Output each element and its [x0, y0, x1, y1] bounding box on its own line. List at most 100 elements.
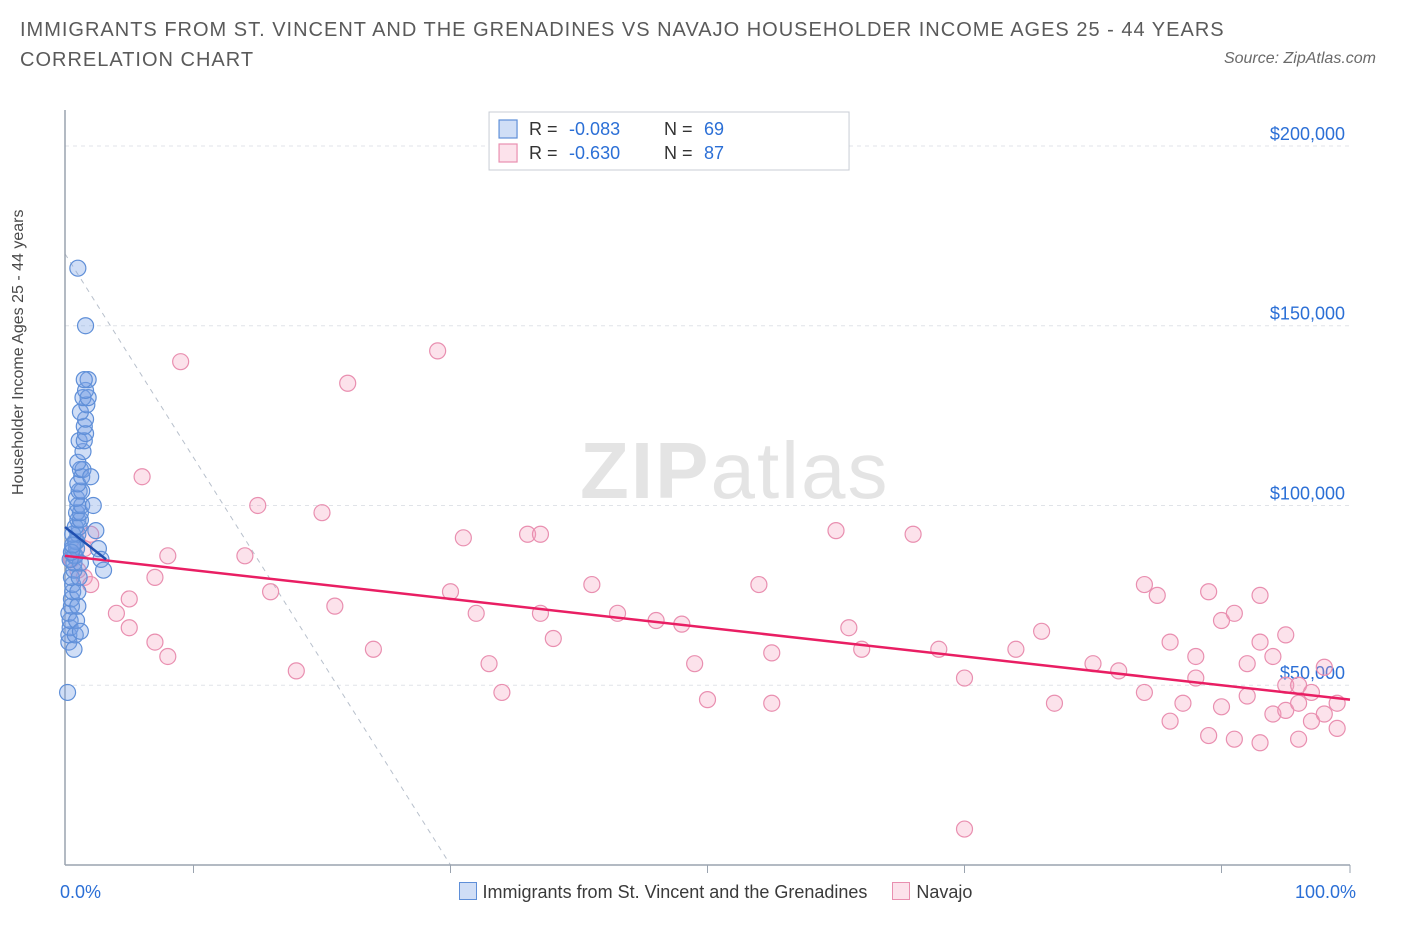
point-svg — [88, 523, 104, 539]
point-navajo — [340, 375, 356, 391]
point-navajo — [250, 497, 266, 513]
point-svg — [85, 497, 101, 513]
legend-label: Immigrants from St. Vincent and the Gren… — [483, 882, 868, 902]
point-navajo — [1034, 623, 1050, 639]
source-prefix: Source: — [1224, 50, 1284, 67]
point-navajo — [957, 670, 973, 686]
point-svg — [83, 469, 99, 485]
legend-stat: R = — [529, 143, 558, 163]
legend-stat: -0.630 — [569, 143, 620, 163]
point-navajo — [841, 620, 857, 636]
legend-swatch — [892, 882, 910, 900]
legend-stat: -0.083 — [569, 119, 620, 139]
point-navajo — [134, 469, 150, 485]
point-svg — [66, 641, 82, 657]
point-svg — [65, 537, 81, 553]
point-navajo — [121, 620, 137, 636]
y-tick-label: $200,000 — [1270, 124, 1345, 144]
point-navajo — [751, 577, 767, 593]
legend-stat: 87 — [704, 143, 724, 163]
point-navajo — [584, 577, 600, 593]
x-legend: Immigrants from St. Vincent and the Gren… — [20, 882, 1386, 903]
scatter-plot: $50,000$100,000$150,000$200,000R = -0.08… — [20, 95, 1386, 905]
point-navajo — [1329, 720, 1345, 736]
point-svg — [72, 623, 88, 639]
point-navajo — [1303, 684, 1319, 700]
point-svg — [76, 372, 92, 388]
legend-stat: N = — [664, 143, 693, 163]
point-navajo — [1278, 627, 1294, 643]
point-svg — [70, 260, 86, 276]
point-navajo — [1201, 584, 1217, 600]
point-navajo — [532, 526, 548, 542]
point-navajo — [1162, 713, 1178, 729]
point-navajo — [1136, 684, 1152, 700]
y-tick-label: $100,000 — [1270, 483, 1345, 503]
point-navajo — [957, 821, 973, 837]
point-navajo — [764, 645, 780, 661]
point-navajo — [1149, 587, 1165, 603]
point-navajo — [1239, 656, 1255, 672]
legend-label: Navajo — [916, 882, 972, 902]
point-navajo — [545, 631, 561, 647]
point-navajo — [1265, 648, 1281, 664]
point-svg — [96, 562, 112, 578]
point-navajo — [1252, 735, 1268, 751]
point-svg — [60, 684, 76, 700]
point-navajo — [1175, 695, 1191, 711]
point-navajo — [764, 695, 780, 711]
point-navajo — [365, 641, 381, 657]
point-navajo — [494, 684, 510, 700]
point-navajo — [905, 526, 921, 542]
point-navajo — [288, 663, 304, 679]
point-navajo — [455, 530, 471, 546]
point-navajo — [160, 548, 176, 564]
point-svg — [70, 584, 86, 600]
point-navajo — [173, 354, 189, 370]
point-navajo — [1046, 695, 1062, 711]
point-navajo — [468, 605, 484, 621]
point-navajo — [1291, 731, 1307, 747]
chart-title: IMMIGRANTS FROM ST. VINCENT AND THE GREN… — [20, 15, 1226, 75]
legend-swatch — [459, 882, 477, 900]
point-navajo — [263, 584, 279, 600]
point-navajo — [1226, 731, 1242, 747]
point-navajo — [481, 656, 497, 672]
point-navajo — [1214, 699, 1230, 715]
point-navajo — [160, 648, 176, 664]
point-navajo — [1111, 663, 1127, 679]
point-navajo — [700, 692, 716, 708]
source-name: ZipAtlas.com — [1284, 50, 1376, 67]
point-navajo — [1252, 634, 1268, 650]
point-svg — [70, 598, 86, 614]
legend-stat: 69 — [704, 119, 724, 139]
point-navajo — [828, 523, 844, 539]
legend-stat: N = — [664, 119, 693, 139]
point-svg — [71, 569, 87, 585]
point-navajo — [430, 343, 446, 359]
trend-navajo — [65, 556, 1350, 700]
point-navajo — [327, 598, 343, 614]
point-navajo — [147, 569, 163, 585]
point-navajo — [1291, 695, 1307, 711]
source-credit: Source: ZipAtlas.com — [1224, 50, 1376, 68]
point-navajo — [1226, 605, 1242, 621]
point-navajo — [1316, 706, 1332, 722]
chart-container: Householder Income Ages 25 - 44 years $5… — [20, 95, 1386, 905]
point-navajo — [1188, 648, 1204, 664]
point-navajo — [108, 605, 124, 621]
point-navajo — [1201, 728, 1217, 744]
point-navajo — [1252, 587, 1268, 603]
point-navajo — [1008, 641, 1024, 657]
point-svg — [78, 318, 94, 334]
y-axis-label: Householder Income Ages 25 - 44 years — [10, 210, 28, 496]
y-tick-label: $150,000 — [1270, 304, 1345, 324]
point-navajo — [1162, 634, 1178, 650]
point-navajo — [687, 656, 703, 672]
point-navajo — [147, 634, 163, 650]
point-navajo — [237, 548, 253, 564]
legend-stat: R = — [529, 119, 558, 139]
point-navajo — [314, 505, 330, 521]
point-navajo — [121, 591, 137, 607]
point-navajo — [1239, 688, 1255, 704]
